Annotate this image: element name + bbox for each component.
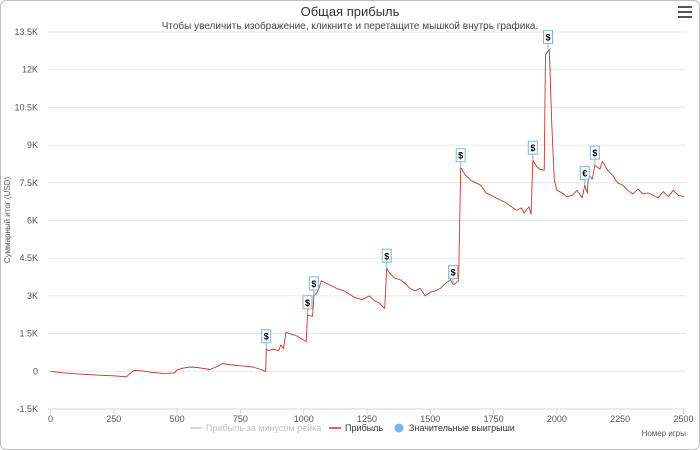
grid-lines — [48, 31, 686, 372]
flag-box — [455, 148, 466, 163]
flag-box — [448, 265, 459, 280]
legend-symbol — [394, 423, 404, 433]
x-tick-label: 2000 — [547, 414, 567, 424]
flag-box — [543, 30, 554, 45]
legend-item-profit[interactable]: Прибыль — [329, 423, 383, 433]
flag-label: $ — [592, 148, 597, 158]
flag-marker[interactable]: $ — [455, 148, 466, 168]
x-tick-label: 750 — [233, 414, 248, 424]
chart-title: Общая прибыль — [300, 4, 400, 19]
x-tick-label: 2250 — [610, 414, 630, 424]
flag-box — [261, 329, 272, 344]
flag-marker[interactable]: $ — [381, 248, 392, 269]
flag-box — [589, 145, 600, 160]
flag-label: $ — [264, 332, 269, 342]
x-tick-label: 1750 — [484, 414, 504, 424]
legend[interactable]: Прибыль за минусом рейка Прибыль Значитель… — [190, 423, 515, 433]
profit-series-line — [50, 49, 684, 378]
flag-box — [302, 295, 313, 310]
y-axis-ticks: -1.5K 0 1.5K 3K 4.5K 6K 7.5K 9K 10.5K 12K 13.5K — [14, 27, 38, 414]
flag-label: € — [582, 168, 587, 178]
flag-marker[interactable]: $ — [543, 30, 554, 50]
flag-label: $ — [530, 143, 535, 153]
y-tick-label: 7.5K — [19, 178, 38, 188]
x-tick-label: 1000 — [294, 414, 314, 424]
flag-box — [308, 276, 319, 291]
y-tick-label: 3K — [27, 291, 38, 301]
y-tick-label: -1.5K — [16, 404, 38, 414]
flag-markers[interactable]: $$$$$$$$€$ — [261, 30, 600, 349]
x-tick-label: 2500 — [673, 414, 693, 424]
flag-box — [381, 248, 392, 263]
x-tick-label: 500 — [170, 414, 185, 424]
flag-marker[interactable]: $ — [527, 140, 538, 161]
x-tick-label: 1500 — [420, 414, 440, 424]
chart-subtitle: Чтобы увеличить изображение, кликните и … — [161, 21, 539, 32]
flag-marker[interactable]: € — [579, 165, 590, 186]
y-tick-label: 0 — [33, 366, 38, 376]
x-axis-label: Номер игры — [642, 429, 687, 438]
flag-label: $ — [451, 268, 456, 278]
flag-label: $ — [546, 33, 551, 43]
legend-label: Прибыль за минусом рейка — [206, 423, 321, 433]
flag-label: $ — [458, 151, 463, 161]
flag-marker[interactable]: $ — [589, 145, 600, 166]
flag-box — [579, 165, 590, 180]
series-lines — [50, 49, 684, 378]
x-tick-label: 250 — [106, 414, 121, 424]
y-tick-label: 10.5K — [14, 102, 38, 112]
flag-marker[interactable]: $ — [261, 329, 272, 349]
flag-marker[interactable]: $ — [448, 265, 459, 285]
flag-label: $ — [311, 279, 316, 289]
y-tick-label: 4.5K — [19, 253, 38, 263]
flag-label: $ — [384, 251, 389, 261]
y-tick-label: 13.5K — [14, 27, 38, 37]
legend-label: Значительные выигрыши — [409, 423, 515, 433]
legend-item-net-profit[interactable]: Прибыль за минусом рейка — [190, 423, 321, 433]
y-axis-label: Суммарный итог (USD) — [3, 177, 12, 264]
flag-box — [527, 140, 538, 155]
x-axis-ticks: 0 250 500 750 1000 1250 1500 1750 2000 2250 2500 — [48, 409, 693, 424]
hamburger-menu-icon[interactable] — [678, 6, 692, 18]
y-tick-label: 6K — [27, 216, 38, 226]
y-tick-label: 1.5K — [19, 329, 38, 339]
flag-marker[interactable]: $ — [308, 276, 319, 296]
x-tick-label: 0 — [48, 414, 53, 424]
y-tick-label: 12K — [22, 65, 38, 75]
x-tick-label: 1250 — [357, 414, 377, 424]
legend-label: Прибыль — [345, 423, 383, 433]
flag-marker[interactable]: $ — [302, 295, 313, 315]
legend-item-big-wins[interactable]: Значительные выигрыши — [394, 423, 515, 433]
y-tick-label: 9K — [27, 140, 38, 150]
flag-label: $ — [305, 298, 310, 308]
